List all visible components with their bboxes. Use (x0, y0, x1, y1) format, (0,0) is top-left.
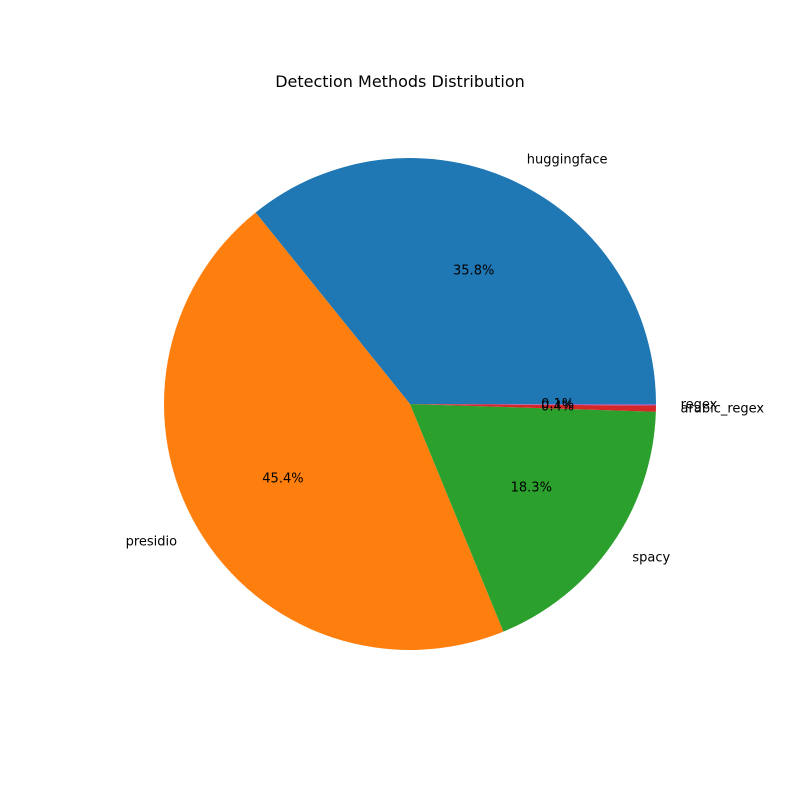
pie-slice-huggingface (255, 158, 656, 404)
pct-label-spacy: 18.3% (511, 481, 552, 496)
slice-label-huggingface: huggingface (527, 152, 608, 167)
slice-label-spacy: spacy (632, 551, 670, 566)
pie-slice-regex (410, 404, 657, 406)
pct-label-regex: 0.1% (541, 397, 574, 412)
pct-label-presidio: 45.4% (262, 472, 303, 487)
pie-labels: huggingface 35.8% presidio 45.4% spacy 18.3% a… (126, 152, 765, 565)
pct-label-huggingface: 35.8% (453, 263, 494, 278)
pie-slice-presidio (164, 212, 504, 651)
slice-label-regex: regex (681, 397, 718, 412)
pie-slice-arabic-regex (410, 404, 656, 412)
chart-title: Detection Methods Distribution (275, 72, 525, 91)
slice-label-arabic-regex: arabic_regex (681, 402, 765, 417)
pie-slice-spacy (410, 404, 656, 632)
pie-slices (164, 158, 657, 651)
slice-label-presidio: presidio (126, 534, 178, 549)
pct-label-arabic-regex: 0.4% (541, 399, 574, 414)
